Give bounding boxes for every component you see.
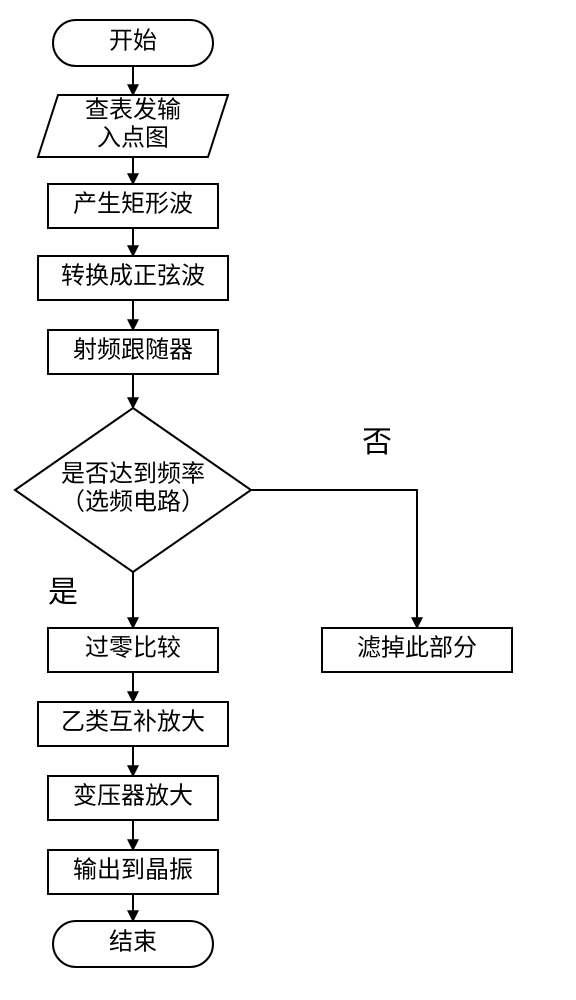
- node-io: 查表发输入点图: [38, 95, 228, 157]
- node-filter: 滤掉此部分: [322, 628, 512, 672]
- node-p6: 变压器放大: [48, 776, 218, 820]
- node-io-text: 查表发输: [85, 97, 181, 124]
- node-p4-text: 过零比较: [85, 635, 181, 662]
- node-p7: 输出到晶振: [48, 850, 218, 894]
- node-p2-text: 转换成正弦波: [61, 263, 205, 290]
- node-io-text: 入点图: [97, 124, 169, 151]
- node-p2: 转换成正弦波: [38, 256, 228, 300]
- node-end-text: 结束: [109, 929, 157, 956]
- node-p6-text: 变压器放大: [73, 783, 193, 810]
- node-p5-text: 乙类互补放大: [61, 709, 205, 736]
- node-p3: 射频跟随器: [48, 330, 218, 374]
- edge-label: 否: [362, 426, 392, 459]
- node-p1: 产生矩形波: [48, 184, 218, 228]
- node-start-text: 开始: [109, 28, 157, 55]
- node-p3-text: 射频跟随器: [73, 337, 193, 364]
- node-filter-text: 滤掉此部分: [357, 635, 477, 662]
- node-dec-text: （选频电路）: [61, 488, 205, 515]
- node-p7-text: 输出到晶振: [73, 857, 193, 884]
- node-start: 开始: [53, 20, 213, 66]
- node-p1-text: 产生矩形波: [73, 191, 193, 218]
- node-dec-text: 是否达到频率: [61, 461, 205, 488]
- node-end: 结束: [53, 921, 213, 967]
- node-p4: 过零比较: [48, 628, 218, 672]
- edge-label: 是: [48, 576, 78, 609]
- node-p5: 乙类互补放大: [38, 702, 228, 746]
- flowchart-container: 开始查表发输入点图产生矩形波转换成正弦波射频跟随器是否达到频率（选频电路） 过零比…: [0, 0, 576, 1000]
